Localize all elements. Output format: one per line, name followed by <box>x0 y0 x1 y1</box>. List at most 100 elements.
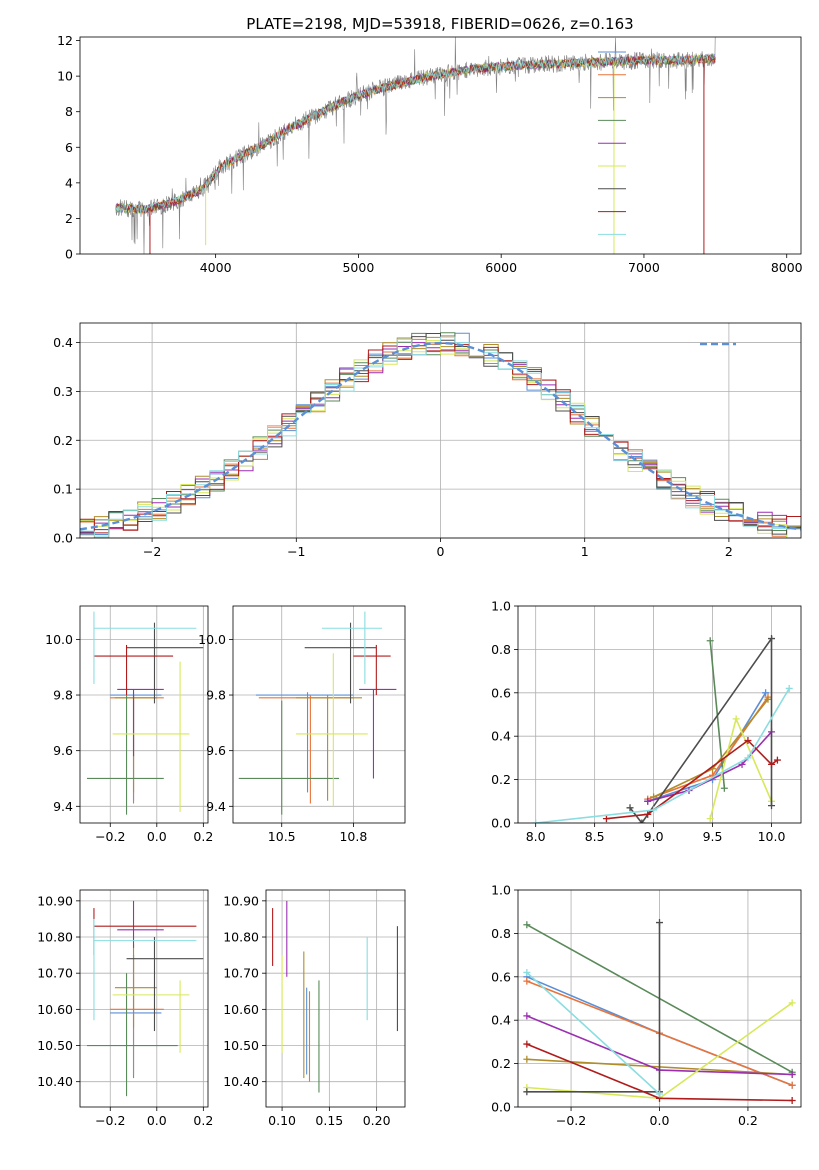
data-point <box>532 819 540 823</box>
y-tick-label: 0.3 <box>53 384 73 399</box>
axes-frame <box>79 605 209 824</box>
data-point <box>602 815 610 823</box>
data-point <box>764 695 772 703</box>
x-tick-label: 7000 <box>628 260 660 275</box>
data-point <box>638 819 646 823</box>
y-tick-label: 10.50 <box>37 1038 73 1053</box>
histogram-step <box>80 340 801 538</box>
data-point <box>788 1081 796 1089</box>
panel-residuals: −2 −1 0 1 2 0.0 0.1 0.2 0.3 0.4 <box>53 322 802 559</box>
axes-frame <box>79 36 802 255</box>
x-tick-label: −0.2 <box>95 1113 125 1128</box>
y-tick-label: 0.4 <box>491 1013 511 1028</box>
axes-frame <box>79 322 802 539</box>
x-tick-label: 0.20 <box>363 1113 391 1128</box>
data-point <box>768 760 776 768</box>
panel-mass-vs-Z: −0.2 0.0 0.2 10.40 10.50 10.60 10.70 10.80 10.90 <box>37 889 213 1128</box>
x-tick-label: 5000 <box>342 260 374 275</box>
x-tick-label: 8000 <box>771 260 803 275</box>
data-point <box>744 754 752 762</box>
data-point <box>788 1070 796 1078</box>
normal-curve <box>80 341 801 531</box>
plot-area <box>272 900 398 1093</box>
data-point <box>650 806 658 814</box>
y-tick-label: 10.40 <box>37 1074 73 1089</box>
y-tick-label: 0.0 <box>491 1100 511 1115</box>
data-point <box>788 1096 796 1104</box>
x-tick-label: 1 <box>581 544 589 559</box>
figure-title: PLATE=2198, MJD=53918, FIBERID=0626, z=0… <box>246 15 633 33</box>
axes-frame <box>265 889 406 1108</box>
x-tick-label: 10.8 <box>339 829 367 844</box>
plot-area <box>86 611 204 815</box>
y-tick-label: 0.2 <box>53 433 73 448</box>
data-point <box>720 784 728 792</box>
data-point <box>523 1040 531 1048</box>
series-line <box>526 971 661 1095</box>
data-point <box>785 684 793 692</box>
axes-frame <box>517 605 802 824</box>
series-line <box>535 688 790 823</box>
y-tick-label: 10.90 <box>223 893 259 908</box>
y-tick-label: 0.0 <box>53 531 73 546</box>
data-point <box>773 756 781 764</box>
x-tick-label: 9.5 <box>703 829 723 844</box>
y-tick-label: 9.8 <box>206 688 226 703</box>
x-tick-label: −0.2 <box>95 829 125 844</box>
y-tick-label: 10.0 <box>45 632 73 647</box>
x-tick-label: 0.0 <box>650 1113 670 1128</box>
y-tick-label: 10.0 <box>198 632 226 647</box>
x-tick-label: 8.5 <box>585 829 605 844</box>
data-point <box>644 797 652 805</box>
y-tick-label: 10.40 <box>223 1074 259 1089</box>
y-tick-label: 0.6 <box>491 685 511 700</box>
y-tick-label: 0.4 <box>53 335 73 350</box>
x-tick-label: −1 <box>287 544 305 559</box>
x-tick-label: 0.15 <box>315 1113 343 1128</box>
y-tick-label: 0 <box>65 247 73 262</box>
data-point <box>523 977 531 985</box>
data-point <box>732 715 740 723</box>
panel-mass-weight-vs-age: 8.0 8.5 9.0 9.5 10.0 0.0 0.2 0.4 0.6 0.8 1.0 <box>491 599 802 844</box>
model-fit-line <box>115 53 716 214</box>
x-tick-label: 9.0 <box>644 829 664 844</box>
series-line <box>647 696 769 800</box>
series-line <box>629 635 773 823</box>
x-tick-label: 0.10 <box>268 1113 296 1128</box>
y-tick-label: 0.0 <box>491 816 511 831</box>
plot-area <box>523 919 796 1104</box>
plot-area <box>80 332 801 538</box>
data-point <box>706 637 714 645</box>
data-point <box>656 1090 663 1098</box>
y-tick-label: 0.2 <box>491 1056 511 1071</box>
x-tick-label: 0.2 <box>193 829 213 844</box>
plot-area <box>238 611 397 815</box>
y-tick-label: 9.6 <box>206 743 226 758</box>
y-tick-label: 0.8 <box>491 642 511 657</box>
x-tick-label: 6000 <box>485 260 517 275</box>
data-point <box>738 760 746 768</box>
y-tick-label: 10.90 <box>37 893 73 908</box>
y-tick-label: 9.4 <box>53 799 73 814</box>
y-tick-label: 4 <box>65 175 73 190</box>
x-tick-label: 4000 <box>200 260 232 275</box>
x-tick-label: 0.2 <box>738 1113 758 1128</box>
x-tick-label: 0.0 <box>147 829 167 844</box>
x-tick-label: 0.0 <box>147 1113 167 1128</box>
y-tick-label: 0.1 <box>53 482 73 497</box>
y-tick-label: 12 <box>57 33 73 48</box>
y-tick-label: 10.80 <box>223 930 259 945</box>
y-tick-label: 10.70 <box>223 966 259 981</box>
x-tick-label: 2 <box>725 544 733 559</box>
y-tick-label: 10.60 <box>37 1002 73 1017</box>
y-tick-label: 9.8 <box>53 688 73 703</box>
y-tick-label: 1.0 <box>491 599 511 614</box>
data-point <box>706 815 714 823</box>
x-tick-label: −2 <box>143 544 161 559</box>
x-tick-label: 10.5 <box>268 829 296 844</box>
y-tick-label: 0.6 <box>491 969 511 984</box>
y-tick-label: 10.50 <box>223 1038 259 1053</box>
x-tick-label: −0.2 <box>556 1113 586 1128</box>
data-point <box>626 804 634 812</box>
